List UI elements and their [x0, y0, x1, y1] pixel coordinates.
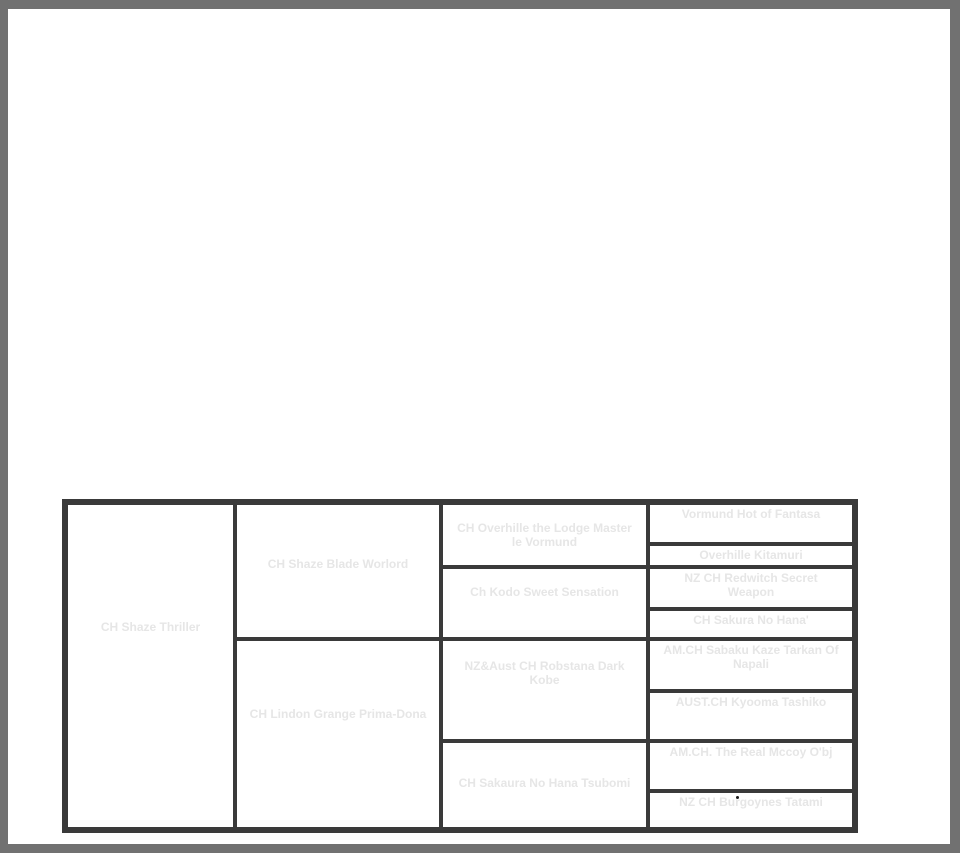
paternal-granddam-cell: Ch Kodo Sweet Sensation — [443, 569, 646, 637]
great-grandparent-cell: Overhille Kitamuri — [650, 546, 852, 565]
document-page: CH Shaze Thriller CH Shaze Blade Worlord… — [8, 9, 950, 844]
sire-name-cell: CH Shaze Blade Worlord — [237, 505, 439, 637]
great-grandparent-cell: AM.CH Sabaku Kaze Tarkan Of Napali — [650, 641, 852, 689]
pedigree-table: CH Shaze Thriller CH Shaze Blade Worlord… — [62, 499, 858, 833]
great-grandparent-cell: NZ CH Burgoynes Tatami — [650, 793, 852, 827]
great-grandparent-cell: Vormund Hot of Fantasa — [650, 505, 852, 542]
maternal-granddam-cell: CH Sakaura No Hana Tsubomi — [443, 743, 646, 827]
great-grandparent-cell: CH Sakura No Hana' — [650, 611, 852, 637]
great-grandparent-cell: AM.CH. The Real Mccoy O'bj — [650, 743, 852, 789]
dam-name-cell: CH Lindon Grange Prima-Dona — [237, 641, 439, 827]
maternal-grandsire-cell: NZ&Aust CH Robstana Dark Kobe — [443, 641, 646, 739]
dog-name-cell: CH Shaze Thriller — [68, 505, 233, 827]
great-grandparent-cell: AUST.CH Kyooma Tashiko — [650, 693, 852, 739]
paternal-grandsire-cell: CH Overhille the Lodge Master le Vormund — [443, 505, 646, 565]
stray-ink-dot — [736, 796, 739, 799]
great-grandparent-cell: NZ CH Redwitch Secret Weapon — [650, 569, 852, 607]
